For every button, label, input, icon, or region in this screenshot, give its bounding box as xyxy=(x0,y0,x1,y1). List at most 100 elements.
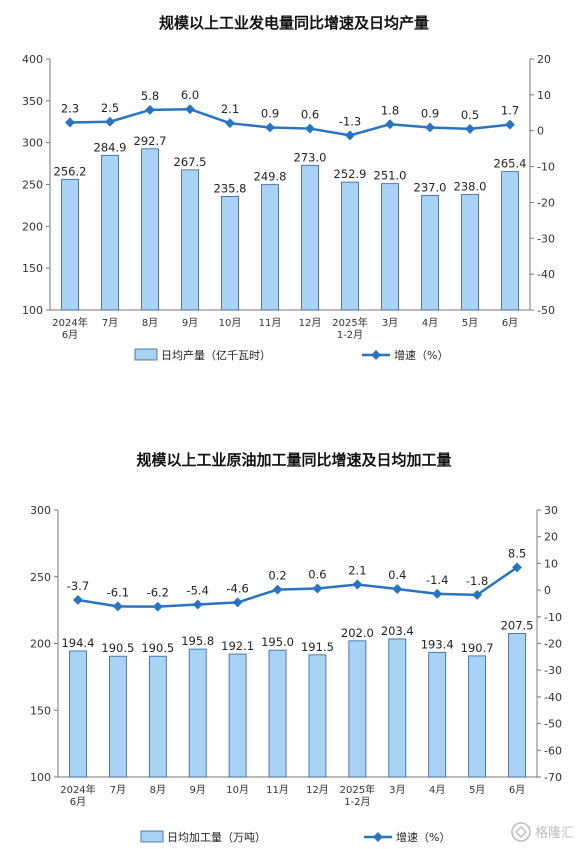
bar-value-label: 195.8 xyxy=(181,634,214,648)
right-tick-label: -10 xyxy=(544,611,562,624)
right-tick-label: -30 xyxy=(544,664,562,677)
bar xyxy=(141,148,159,311)
bar xyxy=(421,194,439,311)
growth-point xyxy=(65,117,75,128)
bar-value-label: 207.5 xyxy=(501,618,534,632)
x-tick-label: 6月 xyxy=(509,784,525,796)
right-tick-label: -30 xyxy=(537,232,555,245)
growth-point xyxy=(145,104,155,115)
growth-value-label: 0.6 xyxy=(301,108,319,122)
x-tick-label: 8月 xyxy=(150,784,166,796)
growth-point xyxy=(472,589,483,600)
growth-point xyxy=(152,601,163,612)
x-tick-label: 11月 xyxy=(259,317,282,329)
growth-value-label: 0.5 xyxy=(461,108,479,122)
right-tick-label: -50 xyxy=(544,718,562,731)
growth-value-label: -1.3 xyxy=(339,114,361,128)
x-tick-label: 2024年 xyxy=(60,783,95,796)
left-tick-label: 150 xyxy=(30,704,51,717)
gelonghui-logo-mark xyxy=(515,826,527,838)
x-tick-label: 10月 xyxy=(226,784,249,796)
bar xyxy=(108,655,127,778)
bar-value-label: 249.8 xyxy=(254,170,287,184)
growth-value-label: -6.2 xyxy=(147,586,169,600)
bar-value-label: 190.7 xyxy=(461,641,494,655)
growth-point xyxy=(512,562,522,573)
chart-title: 规模以上工业发电量同比增速及日均产量 xyxy=(159,14,429,32)
bar-value-label: 284.9 xyxy=(94,140,127,154)
bar-value-label: 190.5 xyxy=(101,641,134,655)
x-tick-label: 6月 xyxy=(70,796,86,808)
growth-value-label: 2.1 xyxy=(348,563,366,577)
right-tick-label: 20 xyxy=(537,53,551,66)
left-tick-label: 200 xyxy=(22,220,43,233)
right-tick-label: 30 xyxy=(544,504,558,517)
right-tick-label: 0 xyxy=(544,584,551,597)
bar xyxy=(181,169,199,311)
growth-point xyxy=(105,116,115,127)
x-tick-label: 10月 xyxy=(219,317,242,329)
growth-point xyxy=(425,122,435,133)
legend: 日均产量（亿千瓦时） 增速（%） xyxy=(134,348,448,362)
watermark: 格隆汇 xyxy=(511,822,574,842)
x-tick-label: 6月 xyxy=(62,329,78,341)
x-tick-label: 6月 xyxy=(502,317,518,329)
legend-line-label: 增速（%） xyxy=(396,830,450,844)
growth-point xyxy=(385,119,395,130)
bar-value-label: 195.0 xyxy=(261,635,294,649)
growth-point xyxy=(392,584,403,594)
right-tick-label: -20 xyxy=(537,196,555,209)
growth-value-label: 6.0 xyxy=(181,88,199,102)
growth-value-label: -1.8 xyxy=(466,574,488,588)
bar-value-label: 190.5 xyxy=(141,641,174,655)
chart-power-generation: 规模以上工业发电量同比增速及日均产量 100150200250300350400… xyxy=(22,14,555,362)
x-tick-label: 9月 xyxy=(190,784,206,796)
bar xyxy=(501,171,519,311)
growth-point xyxy=(73,595,83,605)
x-tick-label: 8月 xyxy=(142,317,158,329)
bar-value-label: 193.4 xyxy=(421,637,454,651)
bar xyxy=(101,154,119,311)
bar-value-label: 238.0 xyxy=(454,180,487,194)
right-tick-label: -70 xyxy=(544,771,562,784)
growth-point xyxy=(305,123,315,134)
growth-value-label: 0.2 xyxy=(268,569,286,583)
growth-value-label: 0.6 xyxy=(308,567,326,581)
bar xyxy=(341,181,359,311)
legend-line-marker xyxy=(371,350,381,360)
left-tick-label: 100 xyxy=(30,771,51,784)
x-tick-label: 4月 xyxy=(422,317,438,329)
growth-point xyxy=(112,601,123,612)
growth-value-label: 2.1 xyxy=(221,102,239,116)
bar xyxy=(221,195,239,311)
right-tick-label: 10 xyxy=(544,557,558,570)
growth-line xyxy=(69,107,511,137)
legend-line-marker xyxy=(373,832,383,842)
bar-value-label: 292.7 xyxy=(134,134,167,148)
bar xyxy=(69,650,87,778)
x-tick-label: 12月 xyxy=(299,317,322,329)
growth-point xyxy=(272,584,283,595)
bar xyxy=(468,655,487,778)
bar xyxy=(508,633,526,778)
bar xyxy=(461,194,479,311)
bar xyxy=(188,648,207,778)
growth-value-label: 0.4 xyxy=(388,568,406,582)
legend-bar-swatch xyxy=(134,348,158,361)
growth-value-label: 5.8 xyxy=(141,89,159,103)
growth-point xyxy=(192,599,203,610)
x-tick-label: 9月 xyxy=(182,317,198,329)
growth-value-label: 0.9 xyxy=(421,106,439,120)
growth-point xyxy=(432,588,443,599)
growth-value-label: 0.9 xyxy=(261,106,279,120)
bar-value-label: 265.4 xyxy=(494,157,527,171)
bar-value-label: 237.0 xyxy=(414,180,447,194)
x-tick-label: 2025年 xyxy=(332,316,367,329)
legend-line-label: 增速（%） xyxy=(394,348,448,362)
left-tick-label: 300 xyxy=(22,137,43,150)
left-tick-label: 350 xyxy=(22,95,43,108)
bar xyxy=(268,649,287,778)
legend: 日均加工量（万吨） 增速（%） xyxy=(140,830,450,844)
